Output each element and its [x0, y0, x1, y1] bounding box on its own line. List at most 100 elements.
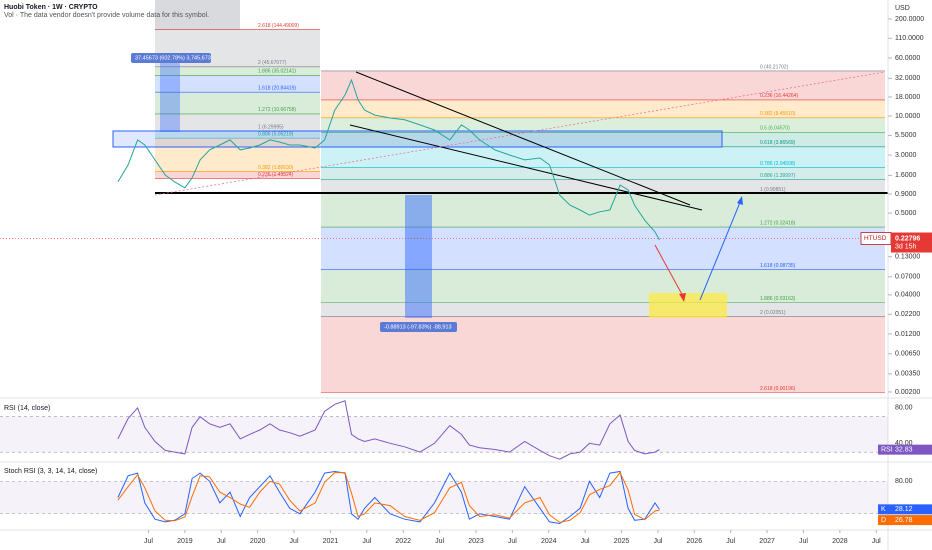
- measure-label: 37.45673 (602.78%) 3,745,673: [135, 55, 211, 61]
- x-tick-label: Jul: [799, 538, 808, 545]
- fib-label: 0.886 (5.05219): [258, 131, 294, 137]
- value-tag-name: K: [881, 506, 886, 513]
- y-tick-label: 5.5000: [895, 132, 917, 139]
- rsi-line: [117, 400, 660, 460]
- fib-label: 0 (40.21702): [760, 64, 789, 70]
- fib-label: 2.618 (0.00196): [760, 386, 796, 392]
- y-tick-label: 1.6000: [895, 172, 917, 179]
- fib-label: 0.618 (3.86569): [760, 140, 796, 146]
- target-zone: [649, 293, 727, 318]
- x-tick-label: 2027: [759, 538, 775, 545]
- value-tag-name: D: [881, 517, 886, 524]
- y-tick-label: 110.0000: [895, 35, 924, 42]
- fib-band: [321, 70, 885, 100]
- y-tick-label: 0.01200: [895, 331, 920, 338]
- fib-label: 0.5 (6.04570): [760, 126, 790, 132]
- fib-band: [321, 132, 885, 147]
- fib-label: 2 (45.67077): [258, 60, 287, 66]
- fib-trend: [154, 71, 886, 196]
- band-fill: [0, 416, 888, 453]
- fib-band: [155, 75, 320, 93]
- x-tick-label: Jul: [508, 538, 517, 545]
- stoch-line: [117, 471, 660, 523]
- fib-label: 0.786 (2.04508): [760, 161, 796, 167]
- x-tick-label: 2026: [687, 538, 703, 545]
- y-tick-label: 0.9000: [895, 191, 917, 198]
- fib-label: 0.236 (1.45524): [258, 172, 294, 178]
- y-tick-label: 10.0000: [895, 113, 920, 120]
- measure-box: [405, 195, 432, 318]
- y-tick-label: 60.0000: [895, 55, 920, 62]
- chart-title: Huobi Token · 1W · CRYPTO: [4, 4, 98, 11]
- fib-band: [321, 146, 885, 168]
- y-tick-label: 0.04000: [895, 292, 920, 299]
- price-line: [117, 78, 660, 240]
- fib-label: 0.236 (16.44264): [760, 93, 798, 99]
- fib-label: 1.272 (0.32418): [760, 220, 796, 226]
- y-tick-label: 0.02200: [895, 311, 920, 318]
- x-tick-label: Jul: [726, 538, 735, 545]
- fib-band: [155, 113, 320, 131]
- fib-band: [155, 92, 320, 114]
- fib-top-area: [155, 0, 240, 30]
- value-tag-name: RSI: [881, 446, 893, 453]
- measure-label-bg: [131, 53, 211, 63]
- fib-band: [155, 171, 320, 179]
- plot-layer: [0, 78, 888, 240]
- trend-line: [349, 124, 703, 211]
- fib-label: 1.618 (0.08735): [760, 263, 796, 269]
- x-tick-label: Jul: [581, 538, 590, 545]
- fib-band: [321, 117, 885, 133]
- support-zone: [112, 130, 723, 148]
- pane-title: RSI (14, close): [4, 405, 50, 412]
- fib-band: [155, 138, 320, 172]
- fib-label: 0.382 (1.80630): [258, 165, 294, 171]
- value-tag-label: 32.83: [895, 446, 913, 453]
- fib-label: 1.886 (0.03163): [760, 296, 796, 302]
- x-tick-label: Jul: [144, 538, 153, 545]
- fib-band: [321, 302, 885, 317]
- fib-label: 0.886 (1.39997): [760, 173, 796, 179]
- x-tick-label: 2023: [468, 538, 484, 545]
- x-tick-label: Jul: [362, 538, 371, 545]
- y-tick-label: 40.00: [895, 440, 913, 447]
- y-tick-label: 0.13000: [895, 254, 920, 261]
- fib-band: [321, 193, 885, 228]
- fib-label: 1 (6.29995): [258, 124, 284, 130]
- y-tick-label: 200.0000: [895, 16, 924, 23]
- x-tick-label: 2019: [177, 538, 193, 545]
- arrow: [699, 199, 742, 301]
- fib-band: [321, 99, 885, 118]
- annotation-layer: [155, 0, 240, 30]
- x-tick-label: 2028: [832, 538, 848, 545]
- y-tick-label: 0.5000: [895, 210, 917, 217]
- y-tick-label: 32.0000: [895, 75, 920, 82]
- fib-label: 1.618 (20.84419): [258, 86, 296, 92]
- drawings: 37.45673 (602.78%) 3,745,673 -0.88913 (-…: [112, 53, 888, 332]
- y-tick-label: 3.0000: [895, 152, 917, 159]
- fib-label: 0.382 (9.45510): [760, 111, 796, 117]
- x-tick-label: 2020: [250, 538, 266, 545]
- fib-band: [321, 179, 885, 194]
- y-tick-label: 80.00: [895, 405, 913, 412]
- fib-band: [321, 227, 885, 270]
- currency: USD: [895, 5, 910, 12]
- x-tick-label: 2021: [323, 538, 339, 545]
- countdown: 3d 15h: [895, 243, 917, 250]
- y-tick-label: 0.00350: [895, 371, 920, 378]
- fib-label: 2.618 (144.49009): [258, 23, 299, 29]
- value-tag: [878, 515, 932, 526]
- x-tick-label: 2022: [395, 538, 411, 545]
- x-tick-label: 2024: [541, 538, 557, 545]
- x-tick-label: 2025: [614, 538, 630, 545]
- y-tick-label: 0.07000: [895, 274, 920, 281]
- price-tag-label: 0.22796: [895, 235, 920, 242]
- volume-note: Vol · The data vendor doesn't provide vo…: [4, 12, 209, 19]
- arrow: [654, 244, 685, 299]
- trend-line: [355, 71, 691, 206]
- fib-band: [321, 167, 885, 180]
- y-tick-label: 0.00650: [895, 351, 920, 358]
- fib-label: 2 (0.02051): [760, 310, 786, 316]
- value-tag: [878, 504, 932, 515]
- y-tick-label: 18.0000: [895, 94, 920, 101]
